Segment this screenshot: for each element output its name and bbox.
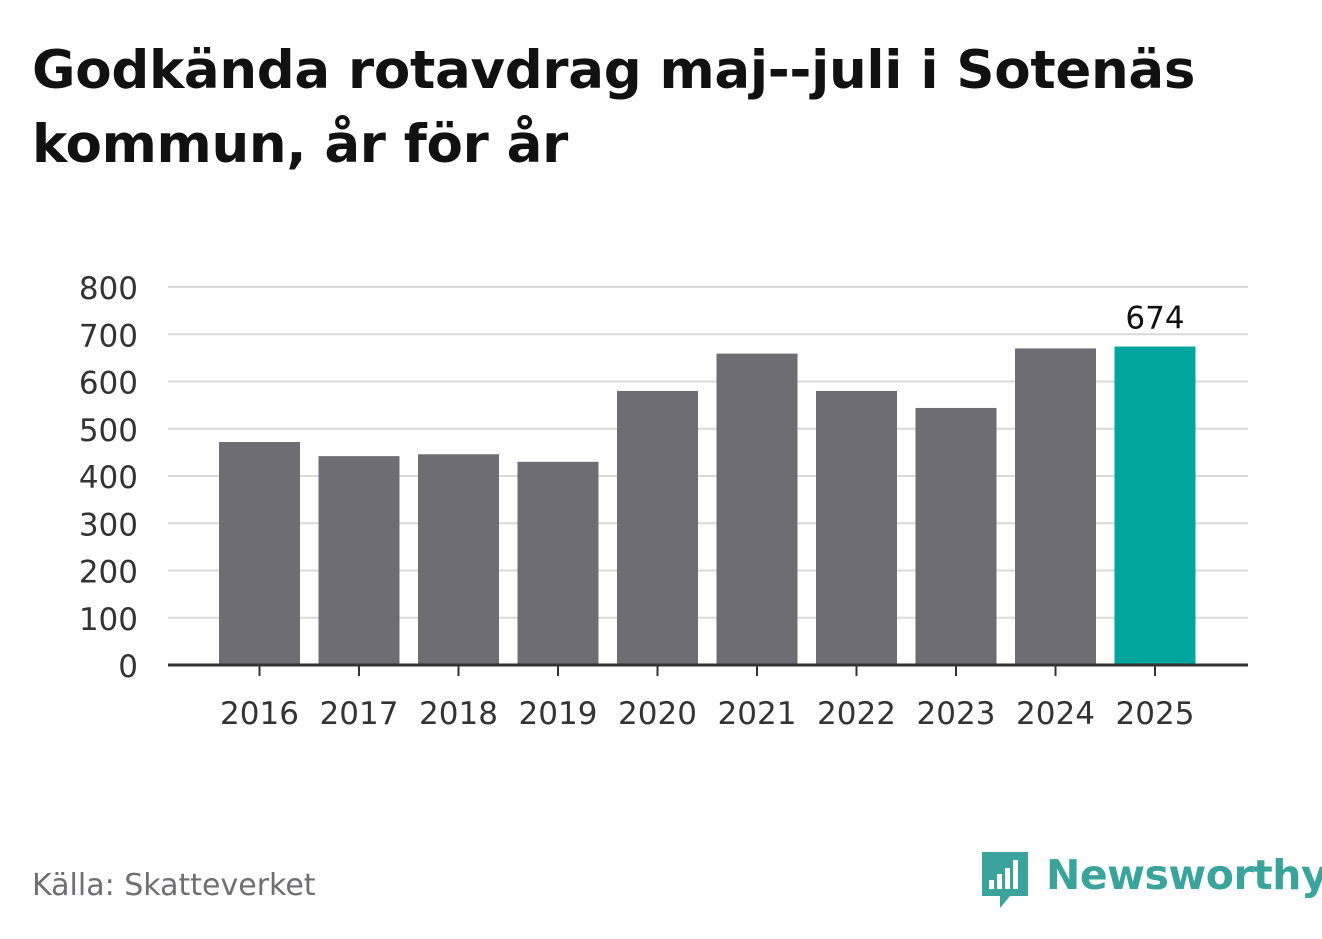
y-tick-label: 100 <box>79 602 138 638</box>
brand-name: Newsworthy <box>1046 851 1322 899</box>
bar-2019 <box>517 461 599 665</box>
bar-2020 <box>617 390 698 665</box>
source-note: Källa: Skatteverket <box>32 868 316 903</box>
x-tick-label: 2018 <box>419 696 498 732</box>
y-axis-tick-labels: 0 100 200 300 400 500 600 700 800 <box>79 271 138 685</box>
bar-2016 <box>219 441 300 665</box>
y-tick-label: 700 <box>79 318 138 354</box>
bar-2022 <box>816 390 897 665</box>
y-tick-label: 400 <box>79 460 138 496</box>
x-tick-label: 2024 <box>1016 696 1095 732</box>
y-tick-label: 0 <box>118 649 138 685</box>
bar-2021 <box>716 353 798 665</box>
bar-2018 <box>418 454 499 665</box>
bar-2017 <box>318 456 400 665</box>
y-tick-label: 600 <box>79 366 138 402</box>
y-tick-label: 800 <box>79 271 138 307</box>
x-axis-tick-labels: 2016 2017 2018 2019 2020 2021 2022 2023 2024 2025 <box>220 696 1194 732</box>
bar-2023 <box>915 407 997 665</box>
y-tick-label: 500 <box>79 413 138 449</box>
x-tick-label: 2016 <box>220 696 299 732</box>
y-tick-label: 300 <box>79 507 138 543</box>
x-tick-label: 2021 <box>718 696 797 732</box>
data-labels: 674 <box>1125 301 1184 337</box>
x-tick-label: 2019 <box>519 696 598 732</box>
bar-2025 <box>1114 346 1196 665</box>
chart-title: Godkända rotavdrag maj--juli i Sotenäs k… <box>32 40 1196 175</box>
x-tick-label: 2020 <box>618 696 697 732</box>
brand-logo: Newsworthy <box>980 850 1322 914</box>
x-tick-label: 2025 <box>1116 696 1195 732</box>
bar-2024 <box>1015 348 1096 665</box>
x-tick-label: 2022 <box>817 696 896 732</box>
y-tick-label: 200 <box>79 555 138 591</box>
x-tick-label: 2023 <box>917 696 996 732</box>
x-axis <box>168 663 1248 676</box>
x-tick-label: 2017 <box>320 696 399 732</box>
data-label: 674 <box>1125 301 1184 337</box>
newsworthy-logo-icon <box>982 852 1028 908</box>
bars <box>219 346 1196 665</box>
